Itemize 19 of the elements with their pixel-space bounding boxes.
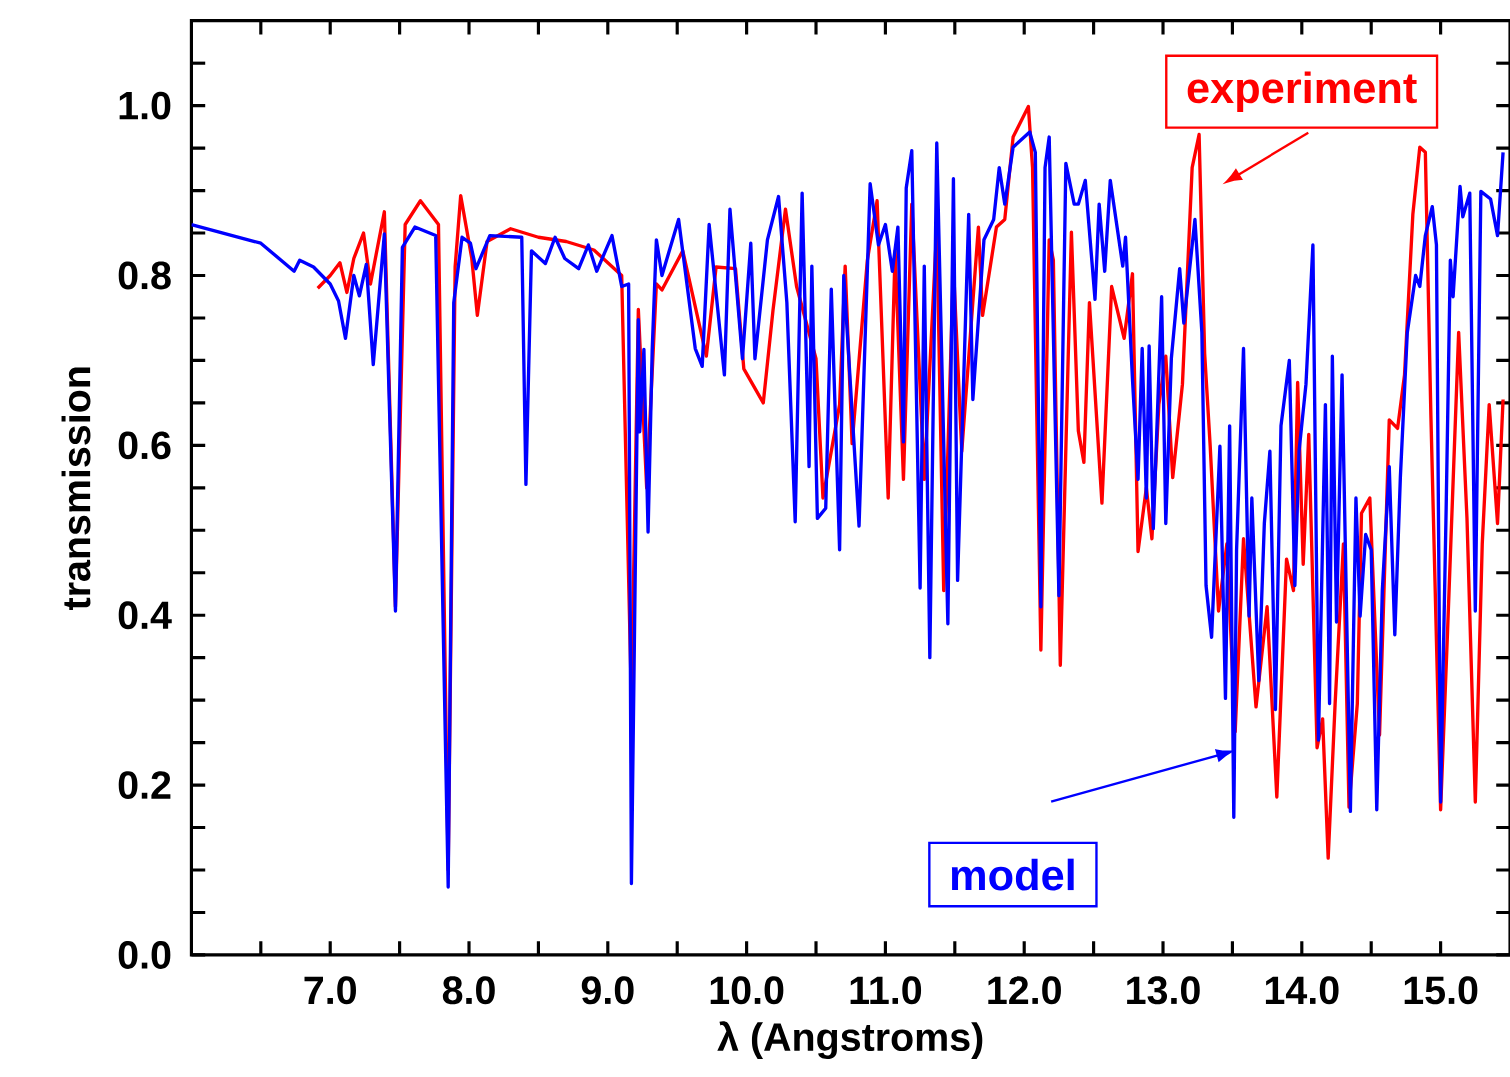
x-tick-label: 13.0 <box>1127 976 1200 1005</box>
y-tick-label: 0.6 <box>118 431 171 460</box>
y-tick-label: 0.2 <box>118 771 171 799</box>
y-tick-label: 1.0 <box>119 91 171 120</box>
x-tick-label: 14.0 <box>1265 976 1339 1005</box>
x-tick-label: 10.0 <box>710 976 784 1005</box>
y-tick-label: 0.8 <box>118 261 171 290</box>
x-axis-title: λ (Angstroms) <box>717 1021 983 1060</box>
y-axis-title: transmission <box>61 367 91 610</box>
x-tick-label: 12.0 <box>988 976 1061 1005</box>
x-tick-label: 7.0 <box>304 976 356 1005</box>
x-tick-label: 11.0 <box>850 976 922 1005</box>
x-tick-label: 9.0 <box>581 976 634 1005</box>
y-tick-label: 0.4 <box>118 601 172 630</box>
x-tick-label: 8.0 <box>442 976 495 1005</box>
x-tick-label: 15.0 <box>1404 976 1478 1005</box>
y-tick-label: 0.0 <box>118 940 171 969</box>
text: model <box>951 858 1074 891</box>
series-label: experiment <box>1187 71 1417 112</box>
